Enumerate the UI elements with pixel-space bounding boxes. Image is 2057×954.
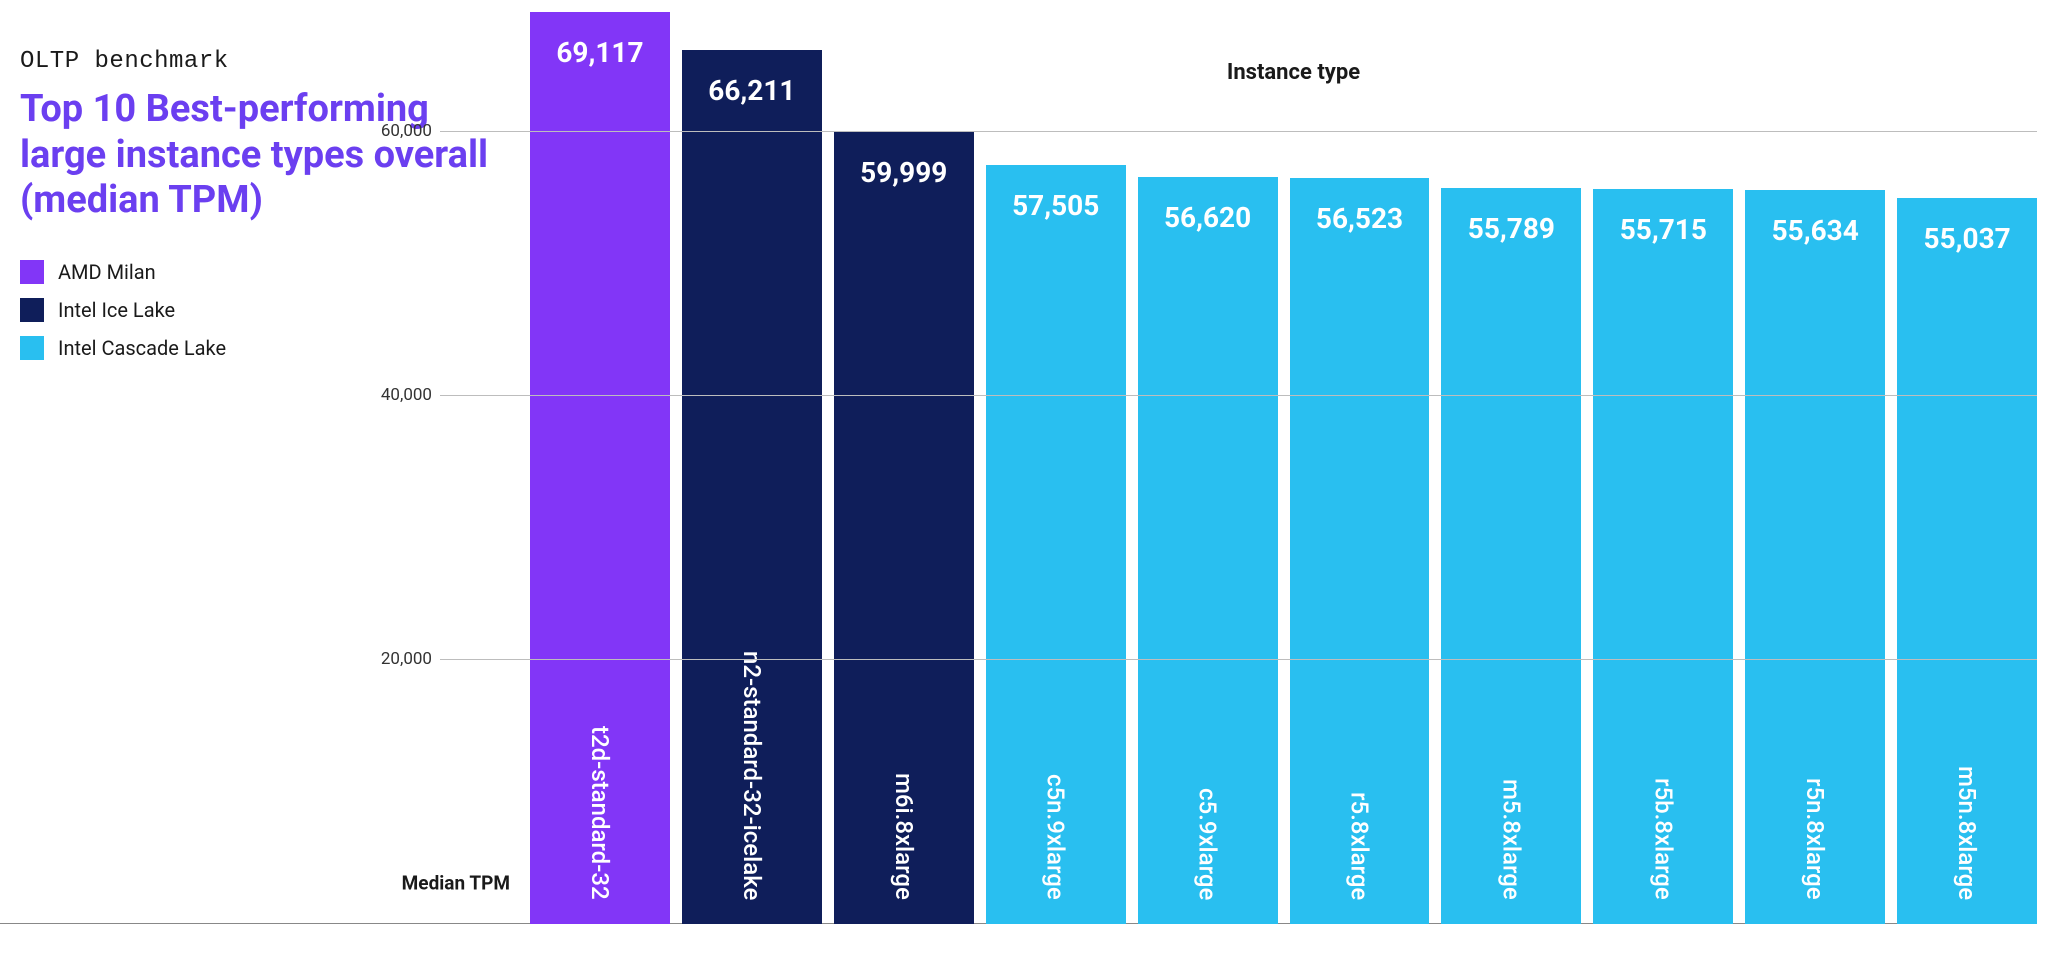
bar-category-label: m5n.8xlarge xyxy=(1953,766,1981,900)
legend-label: Intel Cascade Lake xyxy=(58,336,226,360)
bar: 56,620 c5.9xlarge xyxy=(1138,177,1278,924)
bar: 66,211 n2-standard-32-icelake xyxy=(682,50,822,924)
bar-category-label: m6i.8xlarge xyxy=(890,773,918,900)
bar-value-label: 69,117 xyxy=(556,36,643,69)
bar-value-label: 55,789 xyxy=(1468,212,1555,245)
bars-group: 69,117 t2d-standard-32 66,211 n2-standard-3… xyxy=(530,0,2037,924)
legend-swatch xyxy=(20,336,44,360)
chart-main-title: Top 10 Best-performing large instance ty… xyxy=(20,87,510,224)
bar: 56,523 r5.8xlarge xyxy=(1290,178,1430,924)
bar: 55,789 m5.8xlarge xyxy=(1441,188,1581,924)
gridline: 60,000 xyxy=(440,131,2037,132)
bar-value-label: 56,620 xyxy=(1164,201,1251,234)
y-tick-label: 40,000 xyxy=(381,385,432,405)
bar: 69,117 t2d-standard-32 xyxy=(530,12,670,924)
legend-label: AMD Milan xyxy=(58,260,156,284)
bar-category-label: m5.8xlarge xyxy=(1497,779,1525,900)
gridline: 40,000 xyxy=(440,395,2037,396)
y-axis-label: Median TPM xyxy=(402,871,510,894)
bar: 59,999 m6i.8xlarge xyxy=(834,132,974,924)
bar-value-label: 55,037 xyxy=(1924,222,2011,255)
plot-area: 69,117 t2d-standard-32 66,211 n2-standard-3… xyxy=(530,0,2037,924)
bar: 55,715 r5b.8xlarge xyxy=(1593,189,1733,924)
bar: 55,037 m5n.8xlarge xyxy=(1897,198,2037,924)
chart-panel: Instance type 69,117t2d-standard-3266,21… xyxy=(530,0,2057,954)
bar-value-label: 59,999 xyxy=(860,156,947,189)
supertitle: OLTP benchmark xyxy=(20,48,510,75)
bar-value-label: 56,523 xyxy=(1316,202,1403,235)
legend-item: Intel Cascade Lake xyxy=(20,336,510,360)
chart-container: OLTP benchmark Top 10 Best-performing la… xyxy=(0,0,2057,954)
bar-value-label: 55,634 xyxy=(1772,214,1859,247)
bar: 55,634 r5n.8xlarge xyxy=(1745,190,1885,924)
legend-item: Intel Ice Lake xyxy=(20,298,510,322)
bar-category-label: c5n.9xlarge xyxy=(1042,774,1070,900)
bar-category-label: r5n.8xlarge xyxy=(1801,778,1829,900)
y-tick-label: 60,000 xyxy=(381,121,432,141)
bar-category-label: t2d-standard-32 xyxy=(586,726,614,900)
legend: AMD Milan Intel Ice Lake Intel Cascade Lak… xyxy=(20,260,510,360)
gridline: 20,000 xyxy=(440,659,2037,660)
bar-value-label: 55,715 xyxy=(1620,213,1707,246)
legend-swatch xyxy=(20,298,44,322)
bar-value-label: 66,211 xyxy=(708,74,795,107)
bar-category-label: n2-standard-32-icelake xyxy=(738,651,766,900)
y-tick-label: 20,000 xyxy=(381,649,432,669)
legend-item: AMD Milan xyxy=(20,260,510,284)
bar-value-label: 57,505 xyxy=(1012,189,1099,222)
bar-category-label: c5.9xlarge xyxy=(1194,788,1222,900)
bar-category-label: r5.8xlarge xyxy=(1345,792,1373,900)
legend-swatch xyxy=(20,260,44,284)
bar-category-label: r5b.8xlarge xyxy=(1649,778,1677,900)
bar: 57,505 c5n.9xlarge xyxy=(986,165,1126,924)
left-panel: OLTP benchmark Top 10 Best-performing la… xyxy=(0,0,530,954)
legend-label: Intel Ice Lake xyxy=(58,298,175,322)
